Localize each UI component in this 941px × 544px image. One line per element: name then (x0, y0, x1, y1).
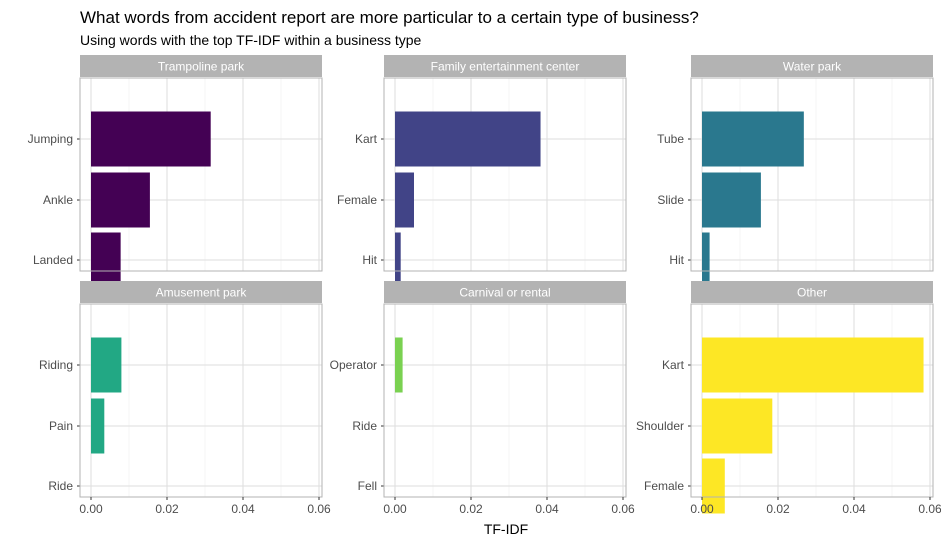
x-tick-label: 0.06 (918, 502, 941, 516)
facet-strip (384, 281, 626, 303)
facet-strip-label: Carnival or rental (459, 286, 550, 300)
category-label: Tube (657, 132, 684, 146)
facet-panel: Family entertainment center Kart Female Hit (337, 55, 627, 288)
facet-strip (691, 55, 933, 77)
panel-border (79, 77, 323, 272)
facet-strip (80, 281, 322, 303)
category-label: Hit (362, 253, 377, 267)
bar (91, 398, 105, 454)
bar (395, 111, 541, 167)
panel-border (79, 303, 323, 498)
bar (91, 111, 211, 167)
bar (91, 337, 122, 393)
x-tick-label: 0.04 (231, 502, 255, 516)
category-label: Female (644, 479, 684, 493)
facet-panel: Water park Tube Slide Hit (657, 55, 934, 288)
bar (395, 172, 414, 228)
category-label: Ankle (43, 193, 73, 207)
facet-strip-label: Amusement park (156, 286, 248, 300)
plot-background (384, 78, 626, 271)
bar (395, 337, 403, 393)
bar (702, 172, 761, 228)
bar (702, 337, 924, 393)
panel-border (383, 77, 627, 272)
plot-background (384, 304, 626, 497)
chart-subtitle: Using words with the top TF-IDF within a… (80, 32, 422, 48)
x-tick-label: 0.00 (79, 502, 103, 516)
x-tick-label: 0.00 (690, 502, 714, 516)
facet-panel: Amusement park Riding Pain Ride 0.00 0.02 0.04… (39, 281, 331, 516)
category-label: Operator (330, 358, 377, 372)
facet-strip-label: Other (797, 286, 827, 300)
x-tick-label: 0.06 (307, 502, 331, 516)
bar (702, 232, 710, 288)
x-tick-label: 0.04 (535, 502, 559, 516)
bar (395, 232, 401, 288)
facet-strip (384, 55, 626, 77)
x-tick-label: 0.02 (155, 502, 179, 516)
panel-border (690, 77, 934, 272)
category-label: Shoulder (636, 419, 684, 433)
x-tick-label: 0.02 (459, 502, 483, 516)
facet-strip-label: Trampoline park (158, 60, 245, 74)
category-label: Pain (49, 419, 73, 433)
panel-border (690, 303, 934, 498)
category-label: Jumping (28, 132, 73, 146)
bar (702, 398, 773, 454)
category-label: Kart (355, 132, 378, 146)
category-label: Kart (662, 358, 685, 372)
chart-title: What words from accident report are more… (80, 8, 699, 27)
x-tick-label: 0.00 (383, 502, 407, 516)
bar (91, 232, 121, 288)
panel-border (383, 303, 627, 498)
bar (702, 458, 725, 514)
category-label: Ride (48, 479, 73, 493)
facet-strip (80, 55, 322, 77)
category-label: Riding (39, 358, 73, 372)
facet-panel: Trampoline park Jumping Ankle Landed (28, 55, 323, 288)
category-label: Ride (352, 419, 377, 433)
category-label: Hit (669, 253, 684, 267)
facet-strip-label: Water park (783, 60, 842, 74)
facet-panel: Carnival or rental Operator Ride Fell 0.00 0.… (330, 281, 635, 516)
x-tick-label: 0.06 (611, 502, 635, 516)
facet-panel: Other Kart Shoulder Female 0.00 0.02 0.04 0.06 (636, 281, 941, 516)
facet-strip (691, 281, 933, 303)
x-tick-label: 0.04 (842, 502, 866, 516)
x-tick-label: 0.02 (766, 502, 790, 516)
bar (91, 172, 150, 228)
category-label: Slide (657, 193, 684, 207)
category-label: Female (337, 193, 377, 207)
facet-panels: Trampoline park Jumping Ankle Landed Family … (28, 55, 941, 516)
x-axis-title: TF-IDF (484, 521, 528, 537)
category-label: Fell (358, 479, 377, 493)
bar (702, 111, 804, 167)
category-label: Landed (33, 253, 73, 267)
facet-strip-label: Family entertainment center (431, 60, 580, 74)
plot-background (80, 304, 322, 497)
